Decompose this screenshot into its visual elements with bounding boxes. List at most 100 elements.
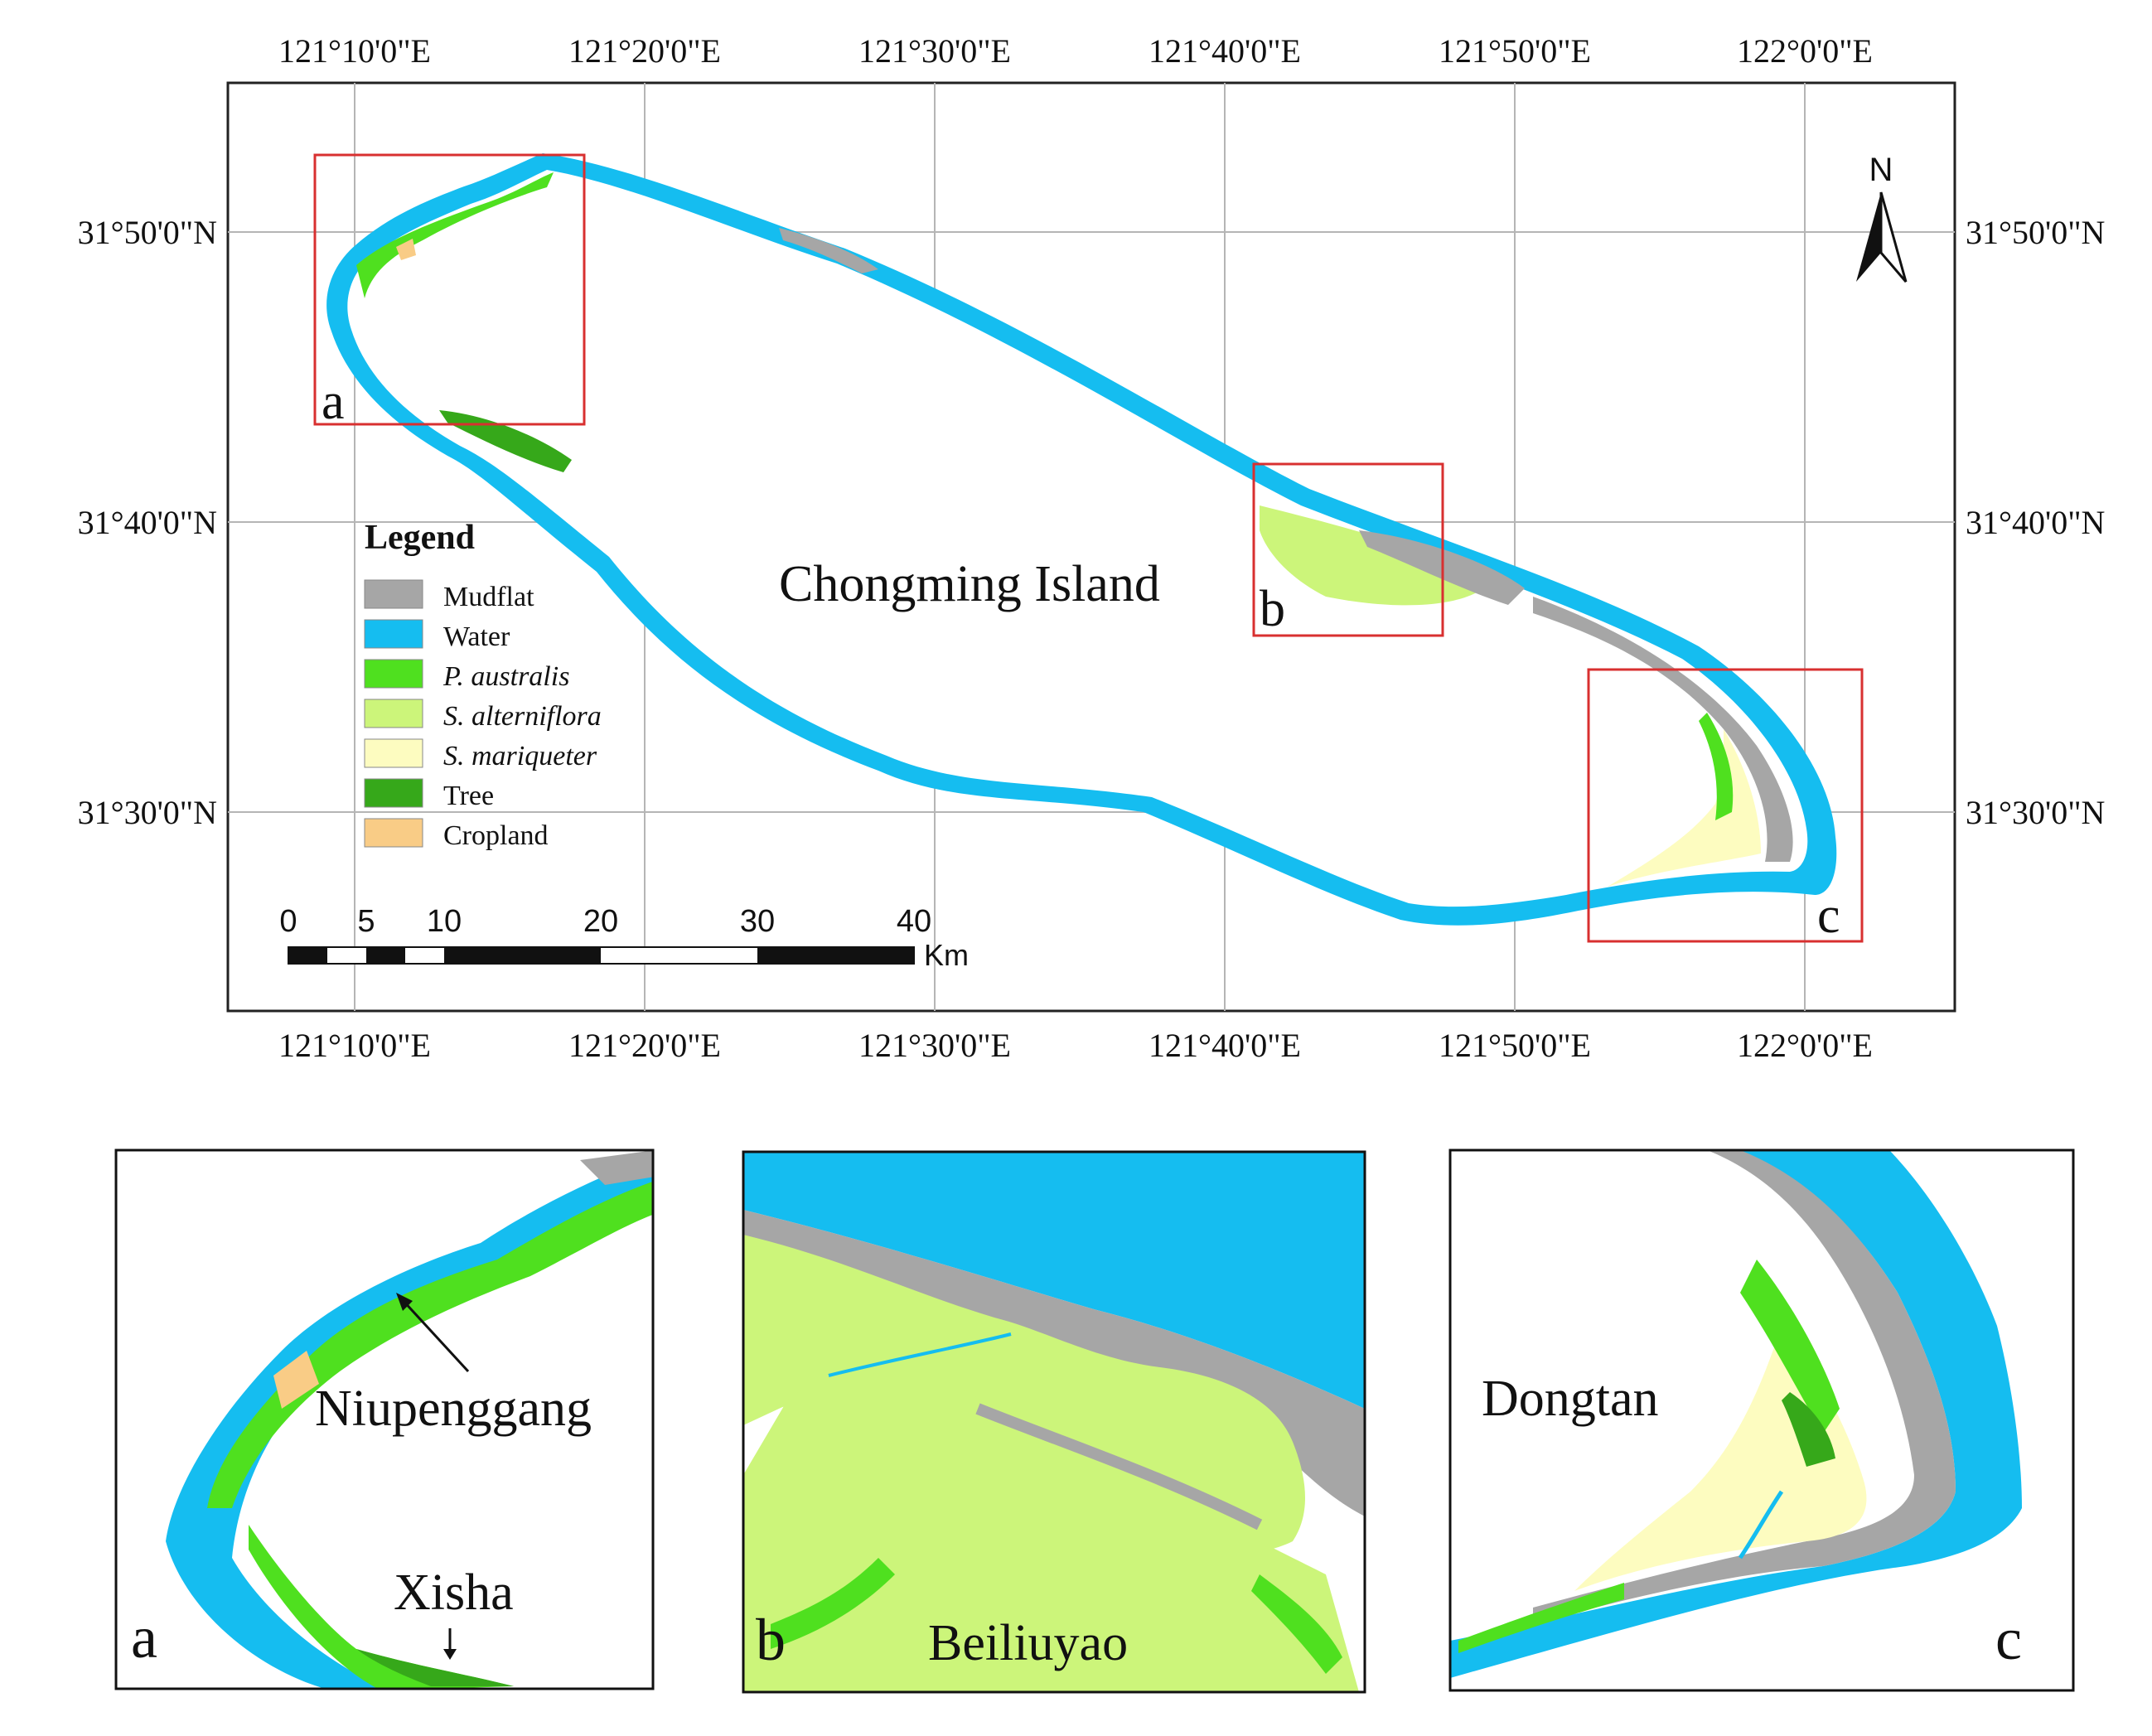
island-interior bbox=[347, 170, 1808, 907]
lon-label-top: 122°0'0"E bbox=[1737, 32, 1873, 70]
dongtan-reed bbox=[1699, 713, 1734, 820]
inset-b-frame bbox=[742, 1150, 1366, 1694]
arrowhead-icon bbox=[396, 1293, 413, 1311]
inset-a-cropland bbox=[273, 1351, 319, 1409]
legend-item: Tree bbox=[364, 778, 494, 811]
inset-box-a bbox=[313, 153, 586, 426]
legend-item: S. alterniflora bbox=[364, 699, 602, 732]
lon-label-bottom: 121°10'0"E bbox=[278, 1027, 431, 1064]
place-label-chongming: Chongming Island bbox=[779, 556, 1160, 612]
lat-label-right: 31°30'0"N bbox=[1966, 794, 2105, 831]
nw-cropland bbox=[396, 239, 416, 260]
legend-label: S. alterniflora bbox=[443, 701, 602, 732]
beiliuyao-patch bbox=[1260, 505, 1492, 606]
legend-swatch bbox=[364, 818, 423, 848]
legend-item: P. australis bbox=[364, 659, 569, 692]
lat-label-left: 31°40'0"N bbox=[78, 504, 217, 541]
legend-swatch bbox=[364, 619, 423, 649]
lon-label-bottom: 121°20'0"E bbox=[568, 1027, 721, 1064]
inset-b-label-beiliuyao: Beiliuyao bbox=[928, 1615, 1128, 1671]
longitude-labels-bottom: 121°10'0"E 121°20'0"E 121°30'0"E 121°40'… bbox=[278, 1027, 1873, 1064]
legend-label: Water bbox=[443, 621, 510, 652]
arrowhead-icon bbox=[443, 1649, 457, 1660]
lat-label-left: 31°50'0"N bbox=[78, 214, 217, 251]
legend-label: Cropland bbox=[443, 820, 549, 851]
scale-tick-label: 0 bbox=[279, 904, 297, 939]
legend-item: Cropland bbox=[364, 818, 549, 851]
inset-b-lower-field bbox=[743, 1364, 1359, 1692]
lon-label-top: 121°40'0"E bbox=[1149, 32, 1301, 70]
scale-tick-label: 5 bbox=[357, 904, 375, 939]
pointer-arrow-icon bbox=[400, 1298, 470, 1373]
inset-c: Dongtan c bbox=[1448, 1148, 2075, 1692]
xisha-patch bbox=[439, 410, 572, 472]
longitude-labels-top: 121°10'0"E 121°20'0"E 121°30'0"E 121°40'… bbox=[278, 32, 1873, 70]
inset-b-water bbox=[743, 1152, 1365, 1409]
lat-label-left: 31°30'0"N bbox=[78, 794, 217, 831]
north-arrow-icon: N bbox=[1856, 152, 1908, 283]
legend-swatch bbox=[364, 738, 423, 768]
latitude-labels-right: 31°50'0"N 31°40'0"N 31°30'0"N bbox=[1966, 214, 2105, 831]
inset-box-label-b: b bbox=[1260, 581, 1285, 637]
lon-label-bottom: 121°40'0"E bbox=[1149, 1027, 1301, 1064]
inset-box-b bbox=[1252, 462, 1444, 637]
inset-b-creek bbox=[828, 1332, 1012, 1377]
latitude-labels-left: 31°50'0"N 31°40'0"N 31°30'0"N bbox=[78, 214, 217, 831]
lon-label-top: 121°50'0"E bbox=[1439, 32, 1591, 70]
scale-tick-label: 10 bbox=[427, 904, 462, 939]
inset-c-reed bbox=[1740, 1260, 1840, 1434]
island-shape bbox=[326, 153, 1837, 926]
inset-boxes bbox=[313, 153, 1864, 943]
lon-label-top: 121°30'0"E bbox=[858, 32, 1011, 70]
inset-a-letter: a bbox=[131, 1604, 157, 1671]
inset-c-channel bbox=[1738, 1490, 1784, 1559]
inset-a-label-xisha: Xisha bbox=[394, 1564, 514, 1621]
inset-b: Beiliuyao b bbox=[742, 1150, 1366, 1694]
inset-a-frame bbox=[114, 1148, 655, 1690]
legend-item: Water bbox=[364, 619, 510, 652]
legend-swatch bbox=[364, 778, 423, 808]
inset-b-reed-right bbox=[1251, 1574, 1342, 1674]
legend-label: Mudflat bbox=[443, 582, 534, 612]
inset-c-reed-tail bbox=[1458, 1583, 1624, 1653]
inset-box-label-a: a bbox=[322, 374, 345, 430]
scale-bar: 0 5 10 20 30 40 Km bbox=[279, 904, 969, 972]
inset-a-tree bbox=[356, 1649, 514, 1686]
legend: Legend Mudflat Water P. australis S. alt… bbox=[364, 519, 602, 851]
lon-label-top: 121°10'0"E bbox=[278, 32, 431, 70]
inset-c-mariqueter bbox=[1574, 1326, 1867, 1591]
legend-label: S. mariqueter bbox=[443, 741, 597, 771]
legend-item: S. mariqueter bbox=[364, 738, 597, 771]
inset-c-letter: c bbox=[1995, 1606, 2022, 1672]
inset-a-reed-band bbox=[207, 1181, 653, 1508]
legend-item: Mudflat bbox=[364, 579, 534, 612]
inset-a: Niupenggang Xisha a bbox=[114, 1148, 655, 1690]
inset-a-label-niupenggang: Niupenggang bbox=[315, 1381, 592, 1437]
legend-swatch bbox=[364, 699, 423, 728]
inset-b-reed-strip bbox=[771, 1558, 895, 1649]
inset-b-alterniflora bbox=[743, 1235, 1305, 1555]
inset-c-frame bbox=[1448, 1148, 2075, 1692]
inset-c-tree bbox=[1782, 1392, 1835, 1467]
lon-label-bottom: 121°50'0"E bbox=[1439, 1027, 1591, 1064]
scale-unit: Km bbox=[924, 938, 969, 972]
lat-label-right: 31°40'0"N bbox=[1966, 504, 2105, 541]
legend-title: Legend bbox=[365, 519, 475, 557]
lon-label-top: 121°20'0"E bbox=[568, 32, 721, 70]
legend-swatch bbox=[364, 579, 423, 609]
inset-b-letter: b bbox=[756, 1607, 786, 1673]
legend-label: Tree bbox=[443, 781, 494, 811]
scale-tick-label: 30 bbox=[740, 904, 775, 939]
se-mudflat-edge bbox=[779, 228, 878, 273]
legend-swatch bbox=[364, 659, 423, 689]
main-map: a b c Chongming Island 121°10'0"E 121°20… bbox=[78, 32, 2106, 1064]
nw-reed-fringe bbox=[356, 172, 554, 298]
lat-label-right: 31°50'0"N bbox=[1966, 214, 2105, 251]
scale-tick-label: 20 bbox=[583, 904, 618, 939]
inset-box-c bbox=[1587, 668, 1864, 943]
scale-tick-label: 40 bbox=[897, 904, 931, 939]
legend-label: P. australis bbox=[442, 661, 569, 692]
dongtan-mudflat bbox=[1533, 597, 1793, 862]
inset-b-tidal-channel bbox=[975, 1403, 1263, 1530]
